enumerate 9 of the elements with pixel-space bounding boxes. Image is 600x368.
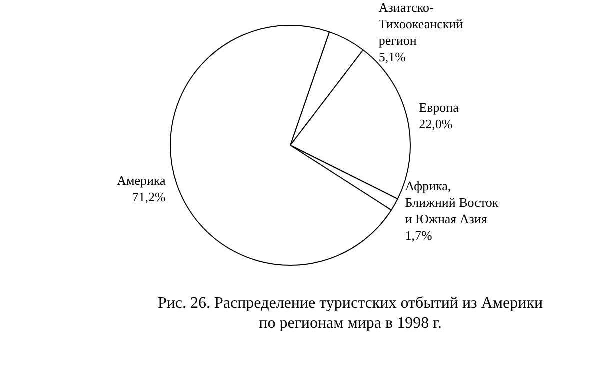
data-label: 22,0% <box>419 116 453 132</box>
text: Рис. 26. Распределение туристских отбытий из Америки по регионам мира в 1998 г. <box>158 295 544 332</box>
data-label: 1,7% <box>405 228 432 243</box>
slice-label: Америка <box>117 173 166 188</box>
slice-label: Европа <box>419 100 460 115</box>
data-label: 71,2% <box>132 190 166 205</box>
slice-label: Африка, Ближний Восток и Южная Азия <box>405 178 500 226</box>
slice-label: Азиатско-Тихоокеанский регион <box>378 0 464 48</box>
data-label: 5,1% <box>378 49 406 64</box>
